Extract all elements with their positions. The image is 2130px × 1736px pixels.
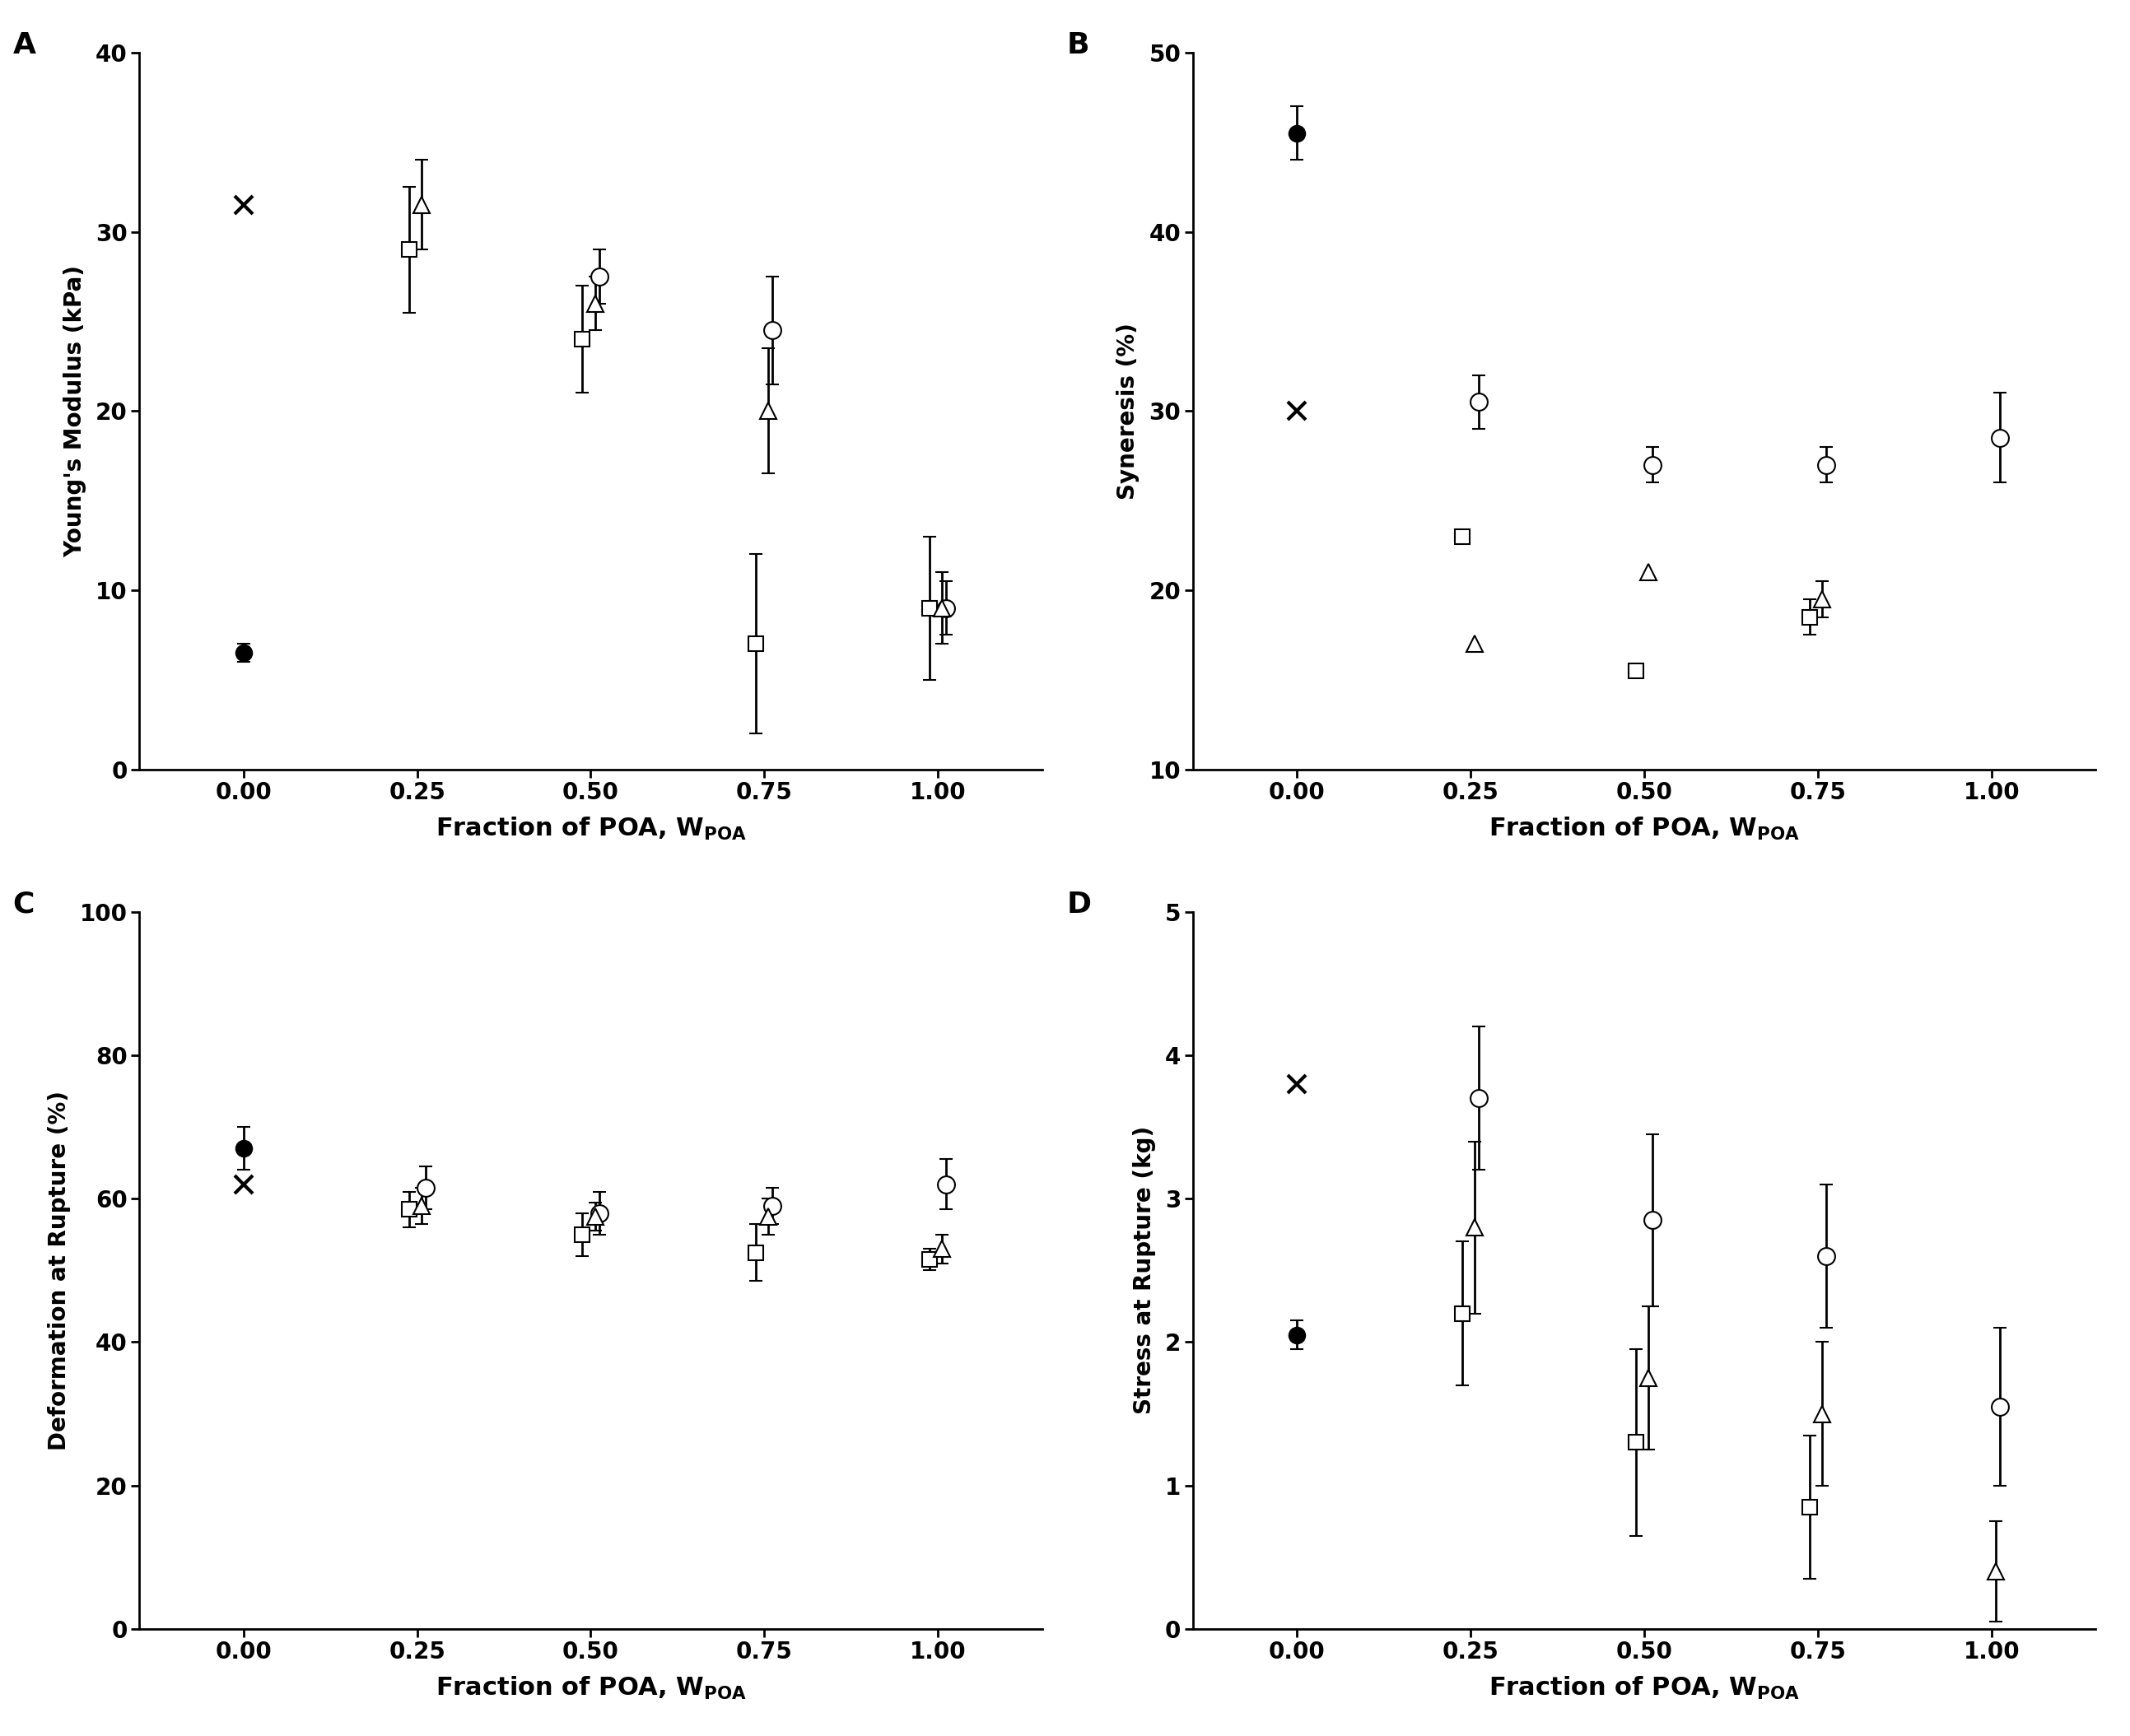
X-axis label: Fraction of POA, W$_{\mathregular{POA}}$: Fraction of POA, W$_{\mathregular{POA}}$ bbox=[435, 816, 746, 842]
Y-axis label: Syneresis (%): Syneresis (%) bbox=[1116, 323, 1140, 500]
Text: C: C bbox=[13, 891, 34, 918]
Y-axis label: Young's Modulus (kPa): Young's Modulus (kPa) bbox=[64, 266, 87, 557]
Text: B: B bbox=[1067, 31, 1088, 59]
X-axis label: Fraction of POA, W$_{\mathregular{POA}}$: Fraction of POA, W$_{\mathregular{POA}}$ bbox=[1489, 816, 1800, 842]
X-axis label: Fraction of POA, W$_{\mathregular{POA}}$: Fraction of POA, W$_{\mathregular{POA}}$ bbox=[1489, 1675, 1800, 1701]
Text: D: D bbox=[1067, 891, 1091, 918]
Y-axis label: Deformation at Rupture (%): Deformation at Rupture (%) bbox=[47, 1090, 70, 1450]
X-axis label: Fraction of POA, W$_{\mathregular{POA}}$: Fraction of POA, W$_{\mathregular{POA}}$ bbox=[435, 1675, 746, 1701]
Text: A: A bbox=[13, 31, 36, 59]
Y-axis label: Stress at Rupture (kg): Stress at Rupture (kg) bbox=[1133, 1127, 1157, 1415]
